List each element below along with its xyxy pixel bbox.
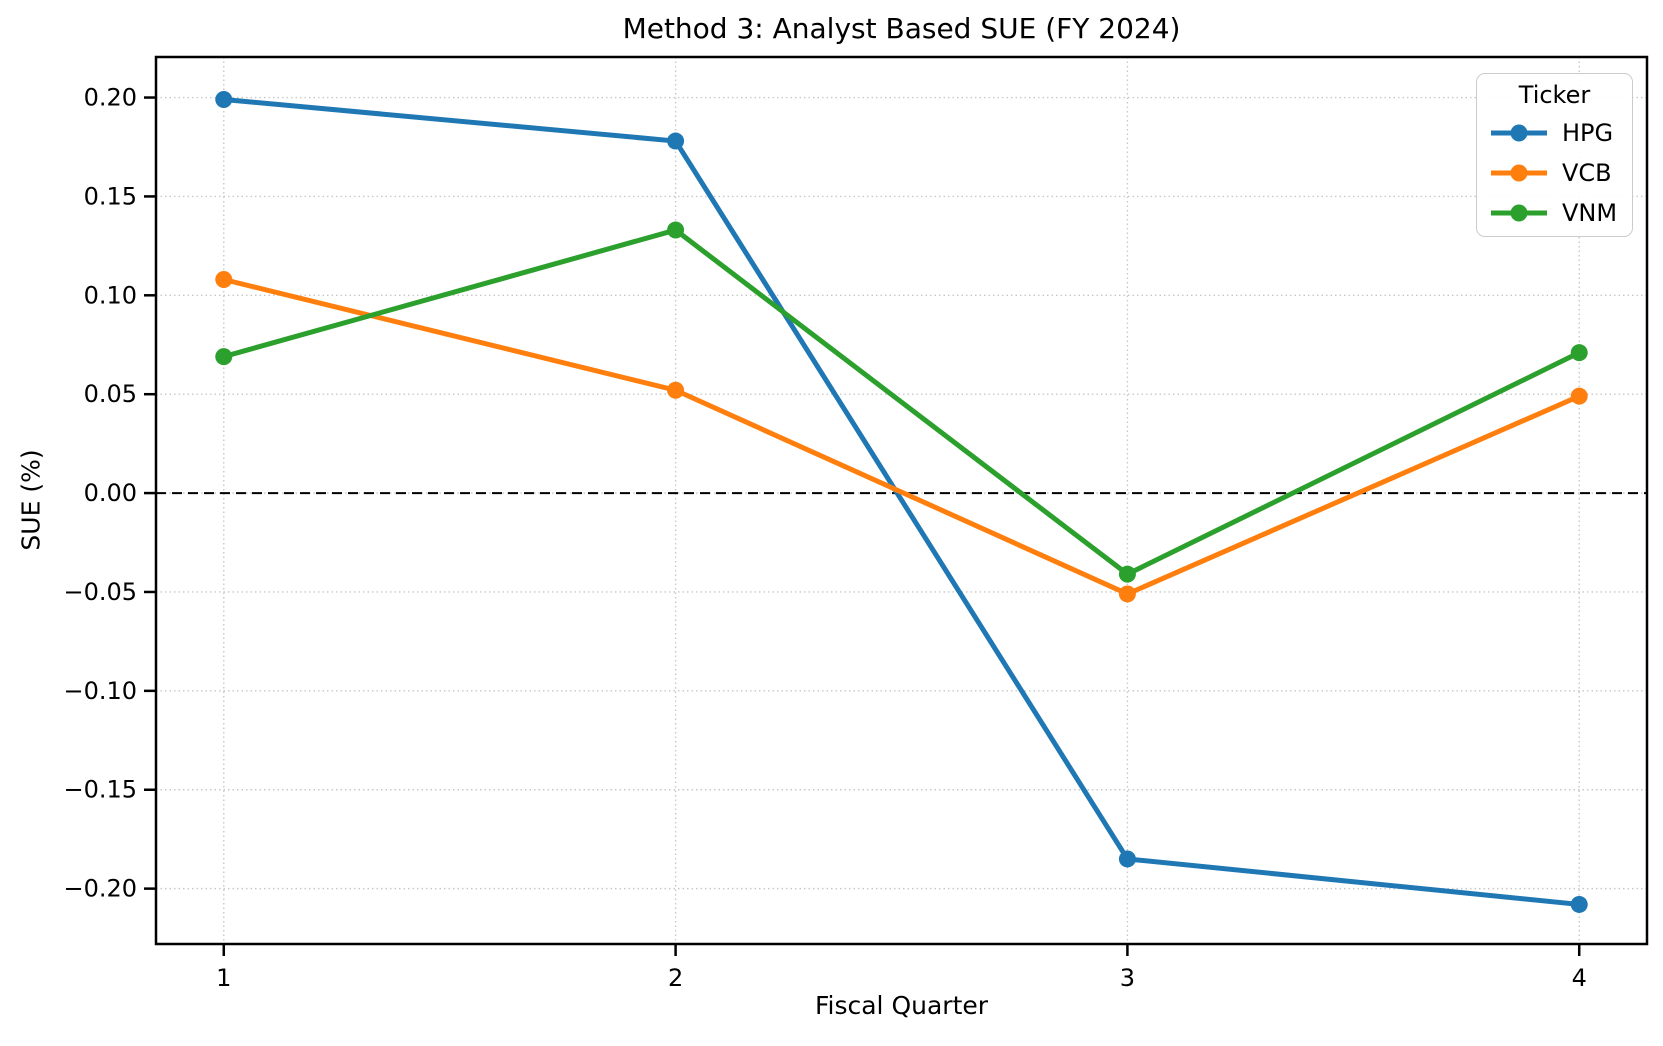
data-point-marker xyxy=(215,348,233,366)
legend-entry: VNM xyxy=(1477,193,1632,233)
legend-line-marker-icon xyxy=(1491,204,1547,222)
legend: Ticker HPG VCB VNM xyxy=(1476,73,1633,237)
data-point-marker xyxy=(1118,850,1136,868)
legend-entry-label: HPG xyxy=(1562,119,1614,147)
y-tick-label: 0.10 xyxy=(84,281,137,309)
data-point-marker xyxy=(215,91,233,109)
series-line xyxy=(221,227,1582,577)
y-axis-label: SUE (%) xyxy=(16,449,46,551)
x-axis-label: Fiscal Quarter xyxy=(814,991,989,1020)
axis-ticks: 1 2 3 4 0.20 0.15 0.10 0.05 0.00 −0.05 −0.10 −0.15 −… xyxy=(63,84,1586,992)
data-point-marker xyxy=(667,221,685,239)
series-line xyxy=(221,97,1582,907)
y-tick-label: −0.20 xyxy=(63,875,137,903)
legend-line-marker-icon xyxy=(1491,164,1547,182)
data-point-marker xyxy=(1570,387,1588,405)
y-tick-label: 0.20 xyxy=(84,84,137,112)
data-point-marker xyxy=(1118,585,1136,603)
y-tick-label: −0.05 xyxy=(63,578,137,606)
data-point-marker xyxy=(667,381,685,399)
data-point-marker xyxy=(1118,565,1136,583)
legend-entry-label: VCB xyxy=(1562,159,1612,187)
data-point-marker xyxy=(667,132,685,150)
legend-title: Ticker xyxy=(1518,81,1591,109)
x-tick-label: 2 xyxy=(668,964,683,992)
series-line xyxy=(221,276,1582,597)
data-point-marker xyxy=(215,270,233,288)
y-tick-label: 0.05 xyxy=(84,380,137,408)
series-HPG xyxy=(215,91,1588,913)
legend-entry: HPG xyxy=(1477,113,1632,153)
legend-line-marker-icon xyxy=(1491,124,1547,142)
data-point-marker xyxy=(1570,344,1588,362)
legend-entry-label: VNM xyxy=(1562,199,1618,227)
y-tick-label: −0.10 xyxy=(63,677,137,705)
series-VNM xyxy=(215,221,1588,583)
x-tick-label: 4 xyxy=(1572,964,1587,992)
x-tick-label: 3 xyxy=(1120,964,1135,992)
plot-border xyxy=(154,55,1649,946)
y-tick-label: −0.15 xyxy=(63,776,137,804)
y-tick-label: 0.15 xyxy=(84,182,137,210)
series-VCB xyxy=(215,270,1588,603)
legend-entry: VCB xyxy=(1477,153,1632,193)
y-tick-label: 0.00 xyxy=(84,479,137,507)
chart-title: Method 3: Analyst Based SUE (FY 2024) xyxy=(622,12,1181,45)
data-point-marker xyxy=(1570,895,1588,913)
x-tick-label: 1 xyxy=(216,964,231,992)
